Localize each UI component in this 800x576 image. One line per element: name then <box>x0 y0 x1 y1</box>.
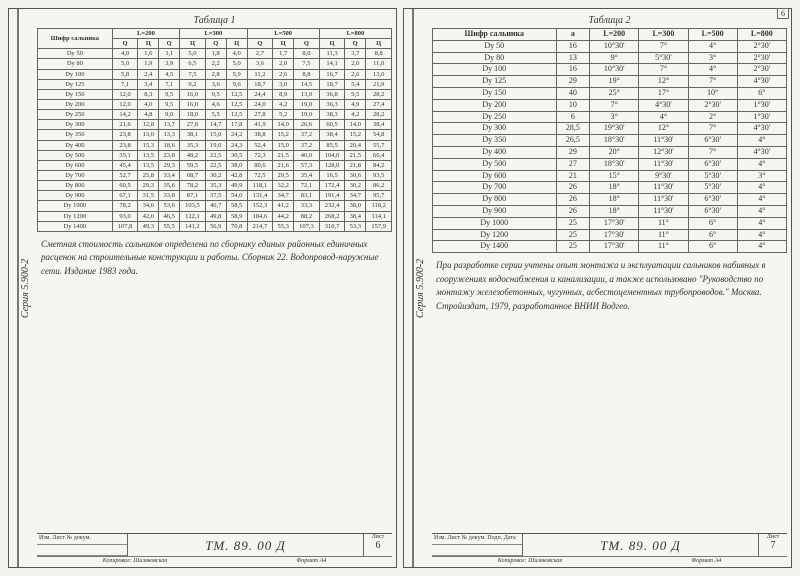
title-block-right: Изм. Лист № докум. Подп. Дата ТМ. 89. 00… <box>432 533 787 556</box>
table-row: Dу 4002920°12°30'7°4°30' <box>433 146 787 158</box>
table2-title: Таблица 2 <box>432 15 787 26</box>
stamp-row <box>432 545 522 556</box>
table1-title: Таблица 1 <box>37 15 392 26</box>
t1-subcol: Q <box>205 39 226 49</box>
table1-note: Сметная стоимость сальников определена п… <box>37 232 392 533</box>
table-row: Dу 805,01,93,96,52,25,03,62,07,514,12,01… <box>38 59 392 69</box>
table-row: Dу 100078,234,653,6103,540,758,5152,341,… <box>38 201 392 211</box>
t1-L500: L=500 <box>247 29 319 39</box>
t2-c2: L=300 <box>639 29 688 41</box>
table2-note: При разработке серии учтены опыт монтажа… <box>432 253 787 533</box>
table-row: Dу 70052,725,833,468,730,242,872,529,535… <box>38 170 392 180</box>
format-label: Формат А4 <box>691 558 721 564</box>
page-no-left: 6 <box>364 540 392 551</box>
stamp-row: Изм. Лист № докум. <box>37 534 127 545</box>
table-row: Dу 501610°30'7°4°2°30' <box>433 40 787 52</box>
table-row: Dу 30021,612,813,727,814,717,841,914,026… <box>38 120 392 130</box>
t2-c3: L=500 <box>688 29 737 41</box>
t1-subcol: Q <box>247 39 273 49</box>
table-row: Dу 1504025°17°10°6° <box>433 87 787 99</box>
copied-by: Копировал: Шиляковская <box>498 558 562 564</box>
table1: Шифр сальника L=200 L=300 L=500 L=800 QЦ… <box>37 28 392 232</box>
t1-subcol: Ц <box>138 39 159 49</box>
table-row: Dу 1005,82,44,57,52,85,911,22,68,816,72,… <box>38 69 392 79</box>
series-label-left: Серия 5.900-2 <box>18 9 33 567</box>
corner-page: 6 <box>777 8 789 19</box>
table-row: Dу 15012,08,39,516,09,512,524,48,913,036… <box>38 89 392 99</box>
table-row: Dу 8002618°11°30'6°30'4° <box>433 194 787 206</box>
sheet-right: 6 Серия 5.900-2 Таблица 2 Шифр сальника … <box>403 8 792 568</box>
table-row: Dу 1257,13,47,19,23,69,618,73,014,518,75… <box>38 79 392 89</box>
table-row: Dу 90067,131,533,887,137,554,0131,434,78… <box>38 191 392 201</box>
table-row: Dу 504,01,63,15,01,84,02,71,78,011,33,78… <box>38 49 392 59</box>
table-row: Dу 1001610°30'7°4°2°30' <box>433 64 787 76</box>
format-label: Формат А4 <box>296 558 326 564</box>
table-row: Dу 60045,413,529,359,522,538,080,621,657… <box>38 160 392 170</box>
table-row: Dу 10002517°30'11°6°4° <box>433 217 787 229</box>
t2-c4: L=800 <box>737 29 786 41</box>
table-row: Dу 40023,815,318,635,319,024,352,415,037… <box>38 140 392 150</box>
table-row: Dу 14002517°30'11°6°4° <box>433 241 787 253</box>
side-binding-stubs <box>9 9 18 567</box>
table-row: Dу 7002618°11°30'5°30'4° <box>433 182 787 194</box>
title-block-left: Изм. Лист № докум. ТМ. 89. 00 Д Лист 6 <box>37 533 392 556</box>
page-no-right: 7 <box>759 540 787 551</box>
t1-L200: L=200 <box>112 29 179 39</box>
table-row: Dу 6002115°9°30'5°30'3° <box>433 170 787 182</box>
table-row: Dу 25063°4°2°1°30' <box>433 111 787 123</box>
table-row: Dу 5002718°30'11°30'6°30'4° <box>433 158 787 170</box>
table-row: Dу 80139°5°30'3°2°30' <box>433 52 787 64</box>
t1-subcol: Q <box>159 39 180 49</box>
table-row: Dу 1252919°12°7°4°30' <box>433 76 787 88</box>
t2-c0: а <box>556 29 590 41</box>
table-row: Dу 35023,813,013,338,115,024,238,815,237… <box>38 130 392 140</box>
t1-head-shifr: Шифр сальника <box>38 29 113 49</box>
t1-subcol: Q <box>294 39 320 49</box>
t1-L800: L=800 <box>319 29 391 39</box>
stamp-row <box>37 545 127 556</box>
t1-subcol: Q <box>112 39 138 49</box>
table-row: Dу 200107°4°30'2°30'1°30' <box>433 99 787 111</box>
table-row: Dу 80060,529,335,678,235,349,9118,132,27… <box>38 181 392 191</box>
table-row: Dу 25014,24,89,018,05,512,527,85,219,038… <box>38 110 392 120</box>
table-row: Dу 9002618°11°30'6°30'4° <box>433 205 787 217</box>
copied-by: Копировал: Шиляковская <box>103 558 167 564</box>
table-row: Dу 35026,518°30'11°30'6°30'4° <box>433 135 787 147</box>
series-label-right: Серия 5.900-2 <box>413 9 428 567</box>
table-row: Dу 120093,042,046,5122,149,858,9184,644,… <box>38 211 392 221</box>
table-row: Dу 1400107,849,355,5141,256,970,8214,755… <box>38 221 392 231</box>
t1-subcol: Ц <box>273 39 294 49</box>
t2-head-shifr: Шифр сальника <box>433 29 557 41</box>
t1-L300: L=300 <box>180 29 247 39</box>
table-row: Dу 30028,519°30'12°7°4°30' <box>433 123 787 135</box>
table-row: Dу 12002517°30'11°6°4° <box>433 229 787 241</box>
table-row: Dу 50035,113,523,848,222,530,572,321,546… <box>38 150 392 160</box>
t1-subcol: Ц <box>180 39 206 49</box>
table-row: Dу 20012,04,09,516,04,612,524,04,219,036… <box>38 99 392 109</box>
t1-subcol: Ц <box>319 39 345 49</box>
doc-code-left: ТМ. 89. 00 Д <box>128 534 363 556</box>
t2-c1: L=200 <box>590 29 639 41</box>
side-binding-stubs <box>404 9 413 567</box>
stamp-row: Изм. Лист № докум. Подп. Дата <box>432 534 522 545</box>
table2: Шифр сальника а L=200 L=300 L=500 L=800 … <box>432 28 787 253</box>
t1-subcol: Ц <box>366 39 392 49</box>
t1-subcol: Q <box>345 39 366 49</box>
sheet-left: Серия 5.900-2 Таблица 1 Шифр сальника L=… <box>8 8 397 568</box>
t1-subcol: Ц <box>226 39 247 49</box>
doc-code-right: ТМ. 89. 00 Д <box>523 534 758 556</box>
